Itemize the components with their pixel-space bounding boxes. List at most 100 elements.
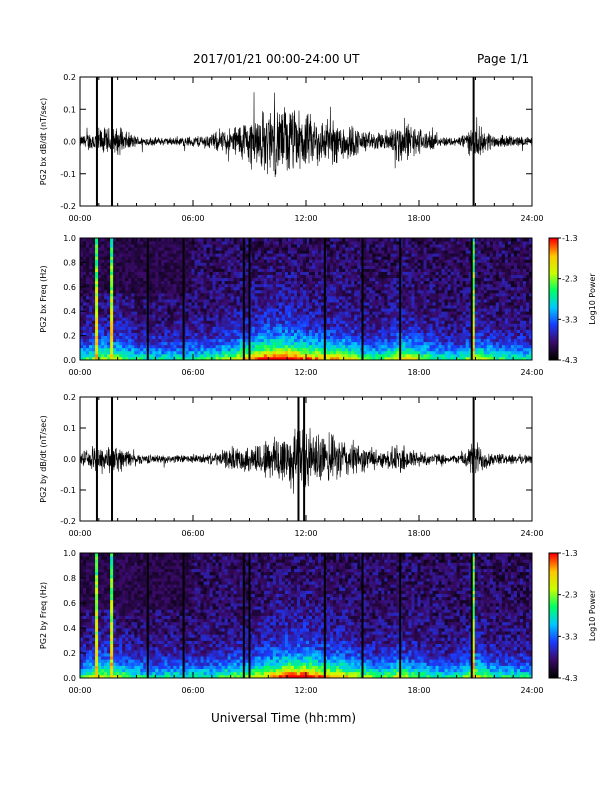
spectrogram-cell: [339, 271, 343, 275]
spectrogram-cell: [98, 317, 102, 321]
spectrogram-cell: [432, 350, 436, 355]
spectrogram-cell: [155, 299, 159, 303]
spectrogram-cell: [302, 350, 307, 355]
spectrogram-cell: [345, 305, 349, 309]
spectrogram-cell: [155, 289, 159, 294]
spectrogram-cell: [167, 286, 171, 291]
spectrogram-cell: [110, 305, 114, 309]
spectrogram-cell: [321, 265, 325, 269]
spectrogram-cell: [287, 329, 292, 333]
spectrogram-cell: [113, 329, 117, 333]
spectrogram-cell: [176, 335, 180, 340]
spectrogram-cell: [372, 265, 376, 269]
spectrogram-cell: [348, 238, 352, 242]
spectrogram-cell: [161, 335, 165, 340]
spectrogram-cell: [95, 274, 99, 279]
spectrogram-cell: [447, 238, 452, 242]
spectrogram-cell: [375, 323, 379, 327]
spectrogram-cell: [333, 341, 337, 346]
spectrogram-cell: [203, 271, 207, 275]
spectrogram-cell: [254, 314, 259, 318]
spectrogram-cell: [191, 247, 195, 251]
spectrogram-cell: [200, 299, 204, 303]
spectrogram-cell: [345, 280, 349, 285]
spectrogram-cell: [438, 271, 442, 275]
spectrogram-cell: [348, 268, 352, 272]
spectrogram-cell: [89, 326, 93, 330]
spectrogram-cell: [86, 332, 90, 336]
spectrogram-cell: [212, 350, 216, 355]
spectrogram-cell: [107, 244, 111, 248]
spectrogram-cell: [333, 295, 337, 300]
spectrogram-cell: [80, 320, 84, 324]
spectrogram-cell: [384, 247, 388, 251]
spectrogram-cell: [402, 347, 406, 352]
spectrogram-cell: [245, 305, 250, 309]
spectrogram-cell: [266, 299, 271, 303]
spectrogram-cell: [227, 277, 232, 282]
spectrogram-cell: [185, 274, 189, 279]
spectrogram-cell: [387, 299, 391, 303]
spectrogram-cell: [408, 308, 412, 312]
spectrogram-cell: [197, 262, 201, 266]
spectrogram-cell: [185, 305, 189, 309]
spectrogram-cell: [125, 292, 129, 297]
spectrogram-cell: [245, 289, 250, 294]
spectrogram-cell: [119, 323, 123, 327]
saturated-spike: [472, 77, 475, 206]
spectrogram-cell: [423, 326, 427, 330]
spectrogram-cell: [372, 271, 376, 275]
spectrogram-cell: [194, 329, 198, 333]
spectrogram-cell: [299, 338, 304, 343]
spectrogram-cell: [281, 295, 286, 300]
spectrogram-cell: [218, 353, 223, 358]
spectrogram-cell: [384, 265, 388, 269]
spectrogram-cell: [384, 271, 388, 275]
spectrogram-cell: [287, 335, 292, 340]
spectrogram-cell: [444, 292, 449, 297]
spectrogram-cell: [245, 335, 250, 340]
spectrogram-cell: [119, 314, 123, 318]
spectrogram-cell: [408, 350, 412, 355]
spectrogram-cell: [342, 323, 346, 327]
spectrogram-cell: [330, 268, 334, 272]
spectrogram-cell: [224, 356, 229, 361]
spectrogram-cell: [414, 289, 418, 294]
spectrogram-cell: [230, 299, 235, 303]
spectrogram-cell: [95, 277, 99, 282]
spectrogram-cell: [128, 280, 132, 285]
spectrogram-cell: [257, 302, 262, 306]
spectrogram-cell: [342, 314, 346, 318]
spectrogram-cell: [375, 238, 379, 242]
spectrogram-cell: [333, 286, 337, 291]
spectrogram-cell: [269, 244, 274, 248]
spectrogram-cell: [330, 338, 334, 343]
spectrogram-cell: [447, 292, 452, 297]
spectrogram-cell: [101, 286, 105, 291]
spectrogram-cell: [302, 344, 307, 349]
spectrogram-cell: [131, 241, 135, 245]
spectrogram-cell: [312, 238, 316, 242]
spectrogram-cell: [194, 277, 198, 282]
spectrogram-cell: [149, 347, 153, 352]
spectrogram-cell: [113, 283, 117, 288]
spectrogram-cell: [257, 305, 262, 309]
spectrogram-cell: [327, 329, 331, 333]
spectrogram-cell: [284, 338, 289, 343]
spectrogram-cell: [260, 250, 265, 254]
spectrogram-cell: [435, 283, 439, 288]
spectrogram-cell: [296, 329, 301, 333]
spectrogram-cell: [101, 244, 105, 248]
spectrogram-cell: [185, 302, 189, 306]
spectrogram-cell: [339, 253, 343, 257]
spectrogram-cell: [200, 350, 204, 355]
spectrogram-cell: [281, 332, 286, 336]
spectrogram-cell: [278, 335, 283, 340]
spectrogram-cell: [375, 299, 379, 303]
spectrogram-cell: [351, 289, 355, 294]
spectrogram-cell: [444, 262, 449, 266]
spectrogram-cell: [369, 356, 373, 361]
spectrogram-cell: [423, 305, 427, 309]
spectrogram-cell: [260, 326, 265, 330]
spectrogram-cell: [209, 326, 213, 330]
